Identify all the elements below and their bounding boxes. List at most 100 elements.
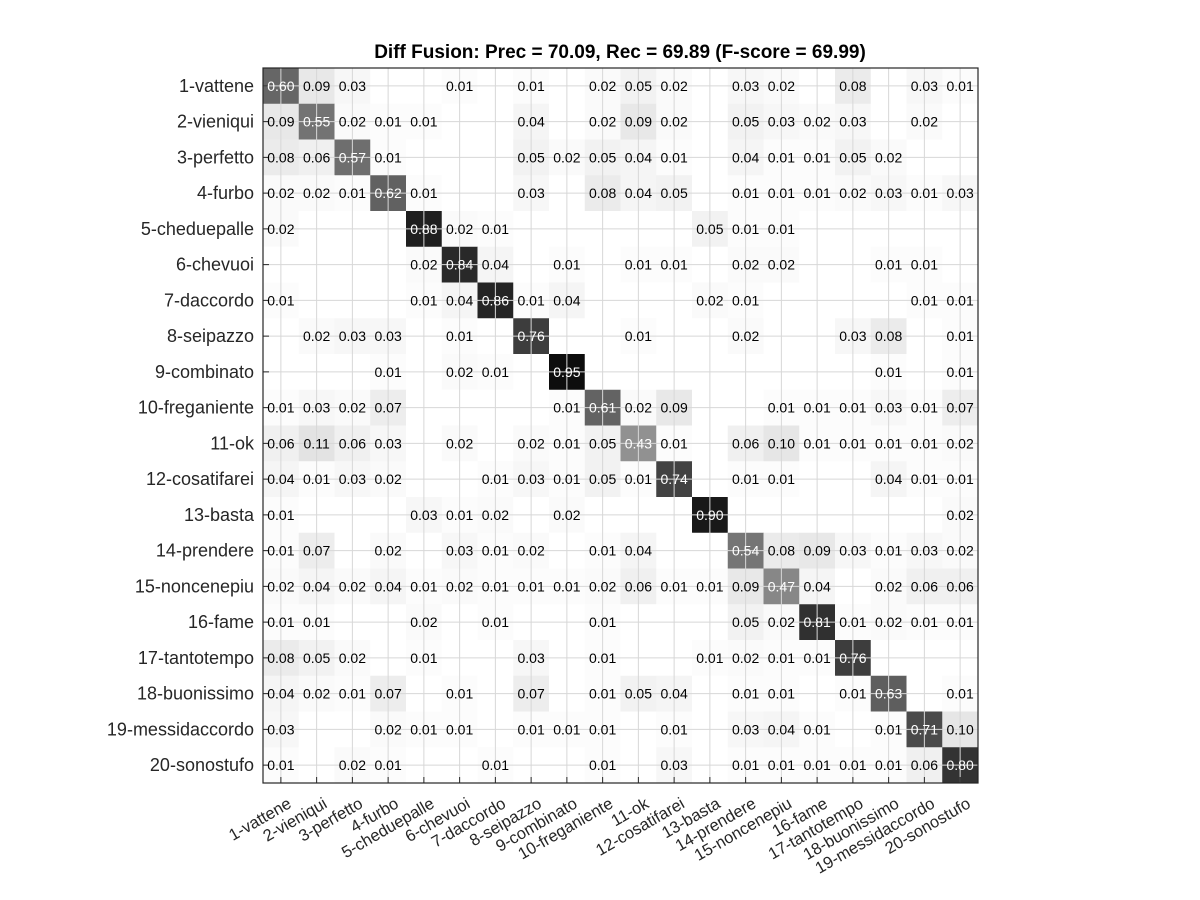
cell-value-label: 0.03 — [518, 471, 545, 487]
cell-value-label: 0.01 — [375, 114, 402, 130]
cell-value-label: 0.04 — [375, 578, 402, 594]
cell-value-label: 0.04 — [875, 471, 902, 487]
cell-value-label: 0.05 — [589, 149, 616, 165]
cell-value-label: 0.01 — [768, 757, 795, 773]
y-tick-label: 14-prendere — [156, 541, 254, 561]
cell-value-label: 0.01 — [839, 686, 866, 702]
cell-value-label: 0.03 — [875, 400, 902, 416]
cell-value-label: 0.03 — [875, 185, 902, 201]
cell-value-label: 0.01 — [911, 614, 938, 630]
cell-value-label: 0.03 — [732, 78, 759, 94]
cell-value-label: 0.01 — [911, 435, 938, 451]
cell-value-label: 0.02 — [732, 328, 759, 344]
cell-value-label: 0.04 — [732, 149, 759, 165]
cell-value-label: 0.01 — [661, 149, 688, 165]
cell-value-label: 0.05 — [696, 221, 723, 237]
cell-value-label: 0.80 — [947, 757, 974, 773]
cell-value-label: 0.02 — [446, 435, 473, 451]
cell-value-label: 0.01 — [875, 257, 902, 273]
cell-value-label: 0.01 — [947, 364, 974, 380]
cell-value-label: 0.01 — [589, 686, 616, 702]
cell-value-label: 0.04 — [518, 114, 545, 130]
cell-value-label: 0.01 — [875, 721, 902, 737]
cell-value-label: 0.02 — [339, 114, 366, 130]
cell-value-label: 0.01 — [267, 543, 294, 559]
cell-value-label: 0.01 — [804, 185, 831, 201]
cell-value-label: 0.04 — [482, 257, 509, 273]
cell-value-label: 0.02 — [875, 578, 902, 594]
cell-value-label: 0.02 — [947, 507, 974, 523]
cell-value-label: 0.54 — [732, 543, 759, 559]
cell-value-label: 0.43 — [625, 435, 652, 451]
cell-value-label: 0.84 — [446, 257, 473, 273]
cell-value-label: 0.01 — [589, 543, 616, 559]
cell-value-label: 0.76 — [839, 650, 866, 666]
cell-value-label: 0.02 — [947, 435, 974, 451]
cell-value-label: 0.03 — [375, 328, 402, 344]
cell-value-label: 0.01 — [768, 686, 795, 702]
cell-value-label: 0.01 — [553, 400, 580, 416]
cell-value-label: 0.01 — [518, 721, 545, 737]
cell-value-label: 0.05 — [589, 435, 616, 451]
cell-value-label: 0.01 — [661, 578, 688, 594]
cell-value-label: 0.60 — [267, 78, 294, 94]
cell-value-label: 0.03 — [375, 435, 402, 451]
cell-value-label: 0.01 — [482, 543, 509, 559]
cell-value-label: 0.02 — [732, 650, 759, 666]
cell-value-label: 0.02 — [804, 114, 831, 130]
cell-value-label: 0.02 — [339, 757, 366, 773]
cell-value-label: 0.04 — [625, 185, 652, 201]
cell-value-label: 0.01 — [696, 578, 723, 594]
cell-value-label: 0.01 — [410, 650, 437, 666]
cell-value-label: 0.01 — [911, 292, 938, 308]
cell-value-label: 0.01 — [804, 721, 831, 737]
cell-value-label: 0.02 — [410, 257, 437, 273]
cell-value-label: 0.01 — [875, 757, 902, 773]
cell-value-label: 0.08 — [267, 149, 294, 165]
cell-value-label: 0.01 — [804, 757, 831, 773]
cell-value-label: 0.02 — [267, 221, 294, 237]
cell-value-label: 0.03 — [339, 471, 366, 487]
cell-value-label: 0.01 — [589, 721, 616, 737]
cell-value-label: 0.02 — [732, 257, 759, 273]
cell-value-label: 0.02 — [768, 78, 795, 94]
cell-value-label: 0.07 — [947, 400, 974, 416]
y-tick-label: 2-vieniqui — [177, 112, 254, 132]
cell-value-label: 0.01 — [732, 292, 759, 308]
cell-value-label: 0.01 — [625, 328, 652, 344]
cell-value-label: 0.05 — [303, 650, 330, 666]
grid-lines — [263, 68, 978, 783]
cell-value-label: 0.01 — [267, 614, 294, 630]
cell-value-label: 0.09 — [625, 114, 652, 130]
cell-value-label: 0.08 — [768, 543, 795, 559]
cell-value-label: 0.03 — [518, 650, 545, 666]
cell-value-label: 0.04 — [446, 292, 473, 308]
cell-value-label: 0.01 — [732, 221, 759, 237]
cell-value-label: 0.01 — [875, 364, 902, 380]
cell-value-label: 0.01 — [625, 257, 652, 273]
y-tick-label: 19-messidaccordo — [107, 719, 254, 739]
cell-value-label: 0.01 — [553, 471, 580, 487]
cell-value-label: 0.01 — [625, 471, 652, 487]
cell-value-label: 0.01 — [375, 364, 402, 380]
cell-value-label: 0.02 — [446, 364, 473, 380]
cell-value-label: 0.02 — [589, 578, 616, 594]
cell-value-label: 0.05 — [625, 78, 652, 94]
cell-value-label: 0.07 — [518, 686, 545, 702]
y-tick-label: 10-freganiente — [138, 398, 254, 418]
cell-value-label: 0.05 — [625, 686, 652, 702]
cell-value-label: 0.02 — [482, 507, 509, 523]
plot-frame — [262, 67, 979, 784]
cell-value-label: 0.01 — [947, 471, 974, 487]
cell-value-label: 0.06 — [339, 435, 366, 451]
cell-value-label: 0.05 — [661, 185, 688, 201]
cell-value-label: 0.01 — [375, 757, 402, 773]
cell-value-label: 0.01 — [303, 471, 330, 487]
cell-value-label: 0.01 — [446, 686, 473, 702]
cell-value-label: 0.03 — [303, 400, 330, 416]
cell-value-label: 0.01 — [661, 721, 688, 737]
cell-value-label: 0.01 — [839, 435, 866, 451]
cell-value-label: 0.03 — [911, 78, 938, 94]
cell-value-label: 0.01 — [839, 400, 866, 416]
